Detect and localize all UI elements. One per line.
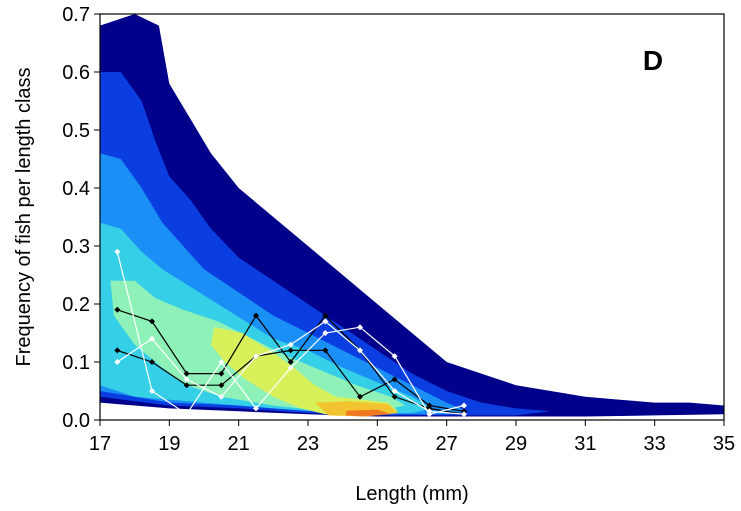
series-1-point	[114, 306, 121, 313]
series-4-point	[183, 376, 190, 383]
series-2-point	[114, 347, 121, 354]
series-3-point	[391, 353, 398, 360]
series-1-point	[287, 359, 294, 365]
x-tick-label: 17	[89, 433, 111, 455]
series-4-point	[253, 353, 259, 360]
series-3-point	[114, 248, 121, 255]
series-4-point	[218, 393, 225, 400]
series-4-point	[391, 388, 398, 394]
series-4-point	[287, 341, 294, 348]
x-tick-label: 29	[505, 433, 527, 455]
series-2-point	[183, 382, 190, 389]
series-4-point	[426, 408, 433, 415]
y-tick-label: 0.0	[62, 410, 90, 432]
contour-level-6	[210, 327, 399, 415]
series-4-point	[114, 359, 121, 365]
series-1-point	[391, 393, 398, 400]
x-tick-label: 21	[228, 433, 250, 455]
series-2-point	[149, 359, 155, 365]
contour-level-8	[346, 409, 392, 417]
y-tick-label: 0.5	[62, 120, 90, 142]
x-tick-label: 27	[436, 433, 458, 455]
x-axis-ticks: 17 19 21 23 25 27 29 31 33 35	[89, 420, 735, 455]
series-4-point	[461, 411, 467, 418]
x-tick-label: 33	[644, 433, 666, 455]
data-series	[114, 248, 467, 418]
series-3-point	[322, 330, 329, 336]
series-3-point	[183, 411, 190, 418]
series-4-point	[149, 335, 155, 342]
series-3-point	[218, 359, 225, 365]
y-tick-label: 0.2	[62, 294, 90, 316]
x-tick-label: 19	[158, 433, 180, 455]
series-1-point	[149, 318, 155, 325]
y-axis-ticks: 0.0 0.1 0.2 0.3 0.4 0.5 0.6 0.7	[62, 4, 100, 432]
series-3-point	[253, 405, 259, 412]
series-1-point	[183, 370, 190, 377]
series-3-point	[287, 364, 294, 371]
x-tick-label: 23	[297, 433, 319, 455]
plot-frame	[99, 13, 725, 421]
series-2-point	[391, 376, 398, 383]
series-1-point	[253, 312, 259, 319]
series-1-point	[322, 312, 329, 319]
y-tick-label: 0.7	[62, 4, 90, 26]
series-3-point	[149, 388, 155, 394]
y-axis-title: Frequency of fish per length class	[13, 67, 35, 366]
x-tick-label: 25	[366, 433, 388, 455]
y-tick-label: 0.3	[62, 236, 90, 258]
x-tick-label: 35	[713, 433, 735, 455]
y-tick-label: 0.6	[62, 62, 90, 84]
series-4-point	[322, 318, 329, 325]
x-tick-label: 31	[574, 433, 596, 455]
series-3-point	[357, 324, 363, 331]
series-1-point	[218, 370, 225, 377]
series-2-point	[218, 382, 225, 389]
series-4-point	[357, 347, 363, 354]
x-axis-title: Length (mm)	[355, 483, 468, 505]
series-2-point	[287, 347, 294, 354]
series-3-point	[461, 402, 467, 409]
series-2-point	[322, 347, 329, 354]
y-tick-label: 0.1	[62, 352, 90, 374]
panel-label: D	[643, 45, 663, 76]
series-2-point	[357, 393, 363, 400]
series-2-point	[426, 402, 433, 409]
y-tick-label: 0.4	[62, 178, 90, 200]
